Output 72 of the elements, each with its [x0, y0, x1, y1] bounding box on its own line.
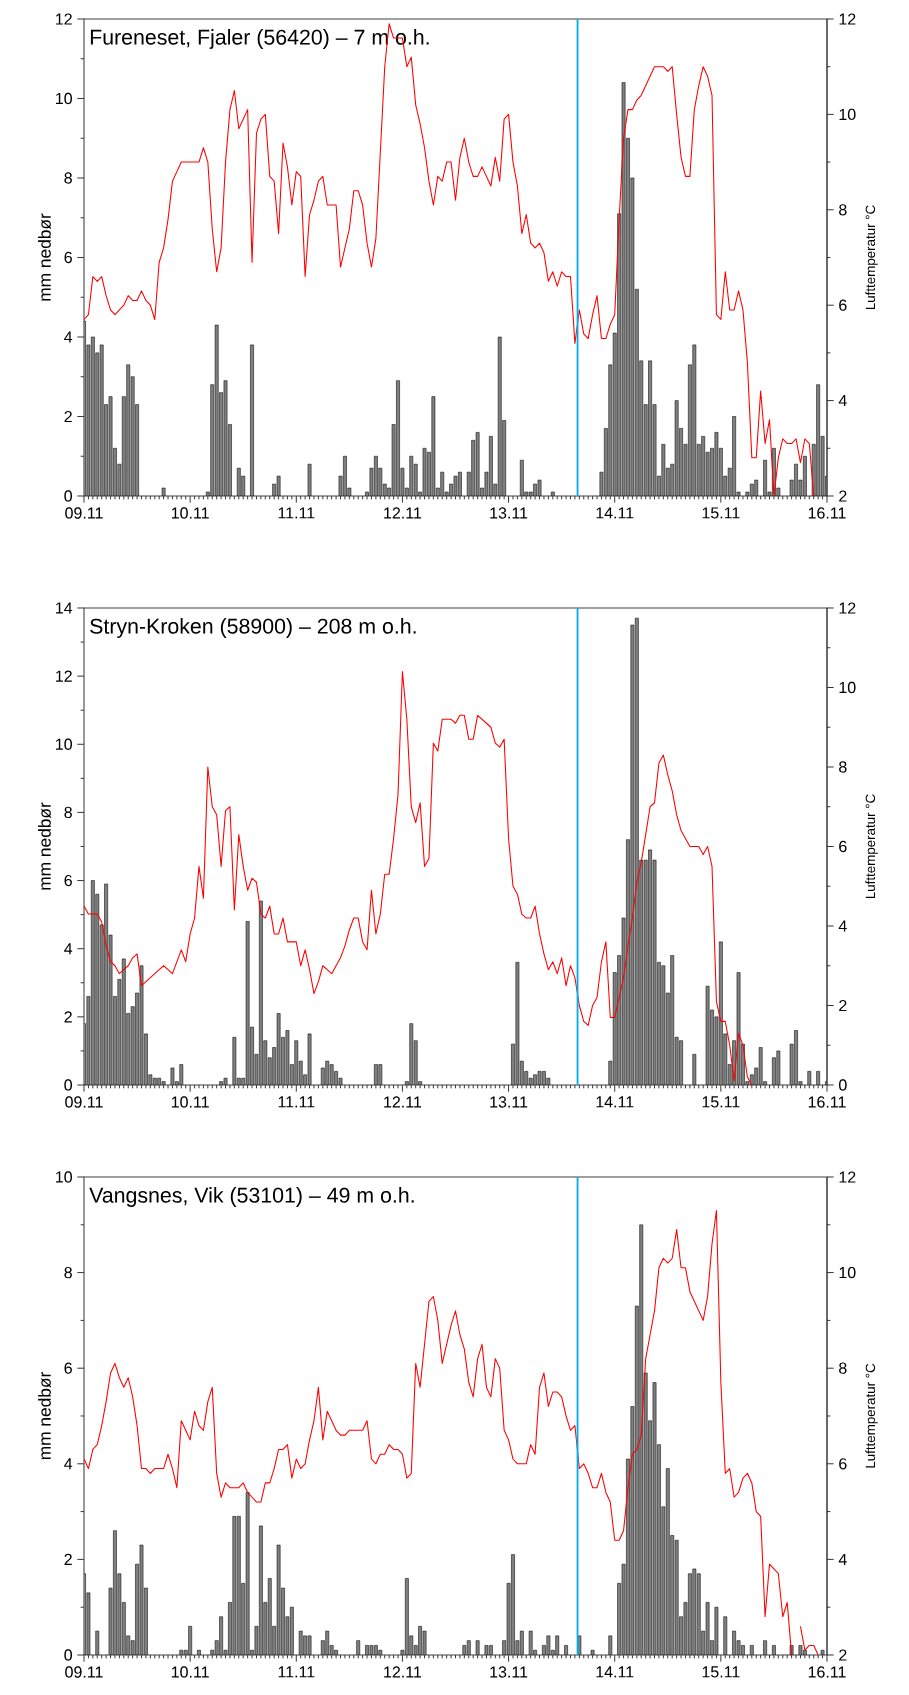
x-tick-label: 10.11	[171, 1666, 209, 1678]
y-tick-label: 14	[56, 602, 73, 614]
y-tick-label: 6	[64, 251, 72, 264]
y-tick-label: 2	[64, 1553, 72, 1565]
x-tick-label: 15.11	[702, 1666, 740, 1678]
x-tick-label: 12.11	[384, 1666, 422, 1678]
x-tick-label: 16.11	[808, 1666, 846, 1678]
x-tick-label: 11.11	[278, 1666, 315, 1678]
y2-tick-label: 4	[838, 1553, 847, 1565]
x-tick-label: 14.11	[596, 1096, 634, 1108]
x-tick-label: 13.11	[490, 1666, 528, 1678]
y2-tick-label: 10	[839, 108, 856, 121]
x-tick-label: 11.11	[278, 507, 315, 519]
y-tick-label: 10	[56, 738, 72, 750]
y2-tick-label: 12	[839, 13, 856, 25]
x-tick-label: 09.11	[65, 507, 103, 519]
x-tick-label: 12.11	[384, 507, 422, 519]
y2-tick-label: 12	[839, 602, 856, 614]
y2-tick-label: 2	[839, 490, 847, 502]
chart-title: Stryn-Kroken (58900) – 208 m o.h.	[90, 618, 416, 638]
y-axis-title: mm nedbør	[38, 802, 51, 890]
x-tick-label: 11.11	[278, 1096, 315, 1108]
y-axis-title: mm nedbør	[38, 213, 51, 301]
y2-axis-title: Lufttemperatur °C	[865, 794, 878, 899]
y2-tick-label: 0	[839, 1079, 847, 1091]
x-tick-label: 15.11	[702, 507, 740, 519]
y-tick-label: 8	[64, 806, 72, 819]
y2-tick-label: 10	[839, 681, 856, 694]
y2-tick-label: 8	[839, 1362, 847, 1374]
y-tick-label: 10	[56, 92, 72, 105]
y2-tick-label: 4	[838, 395, 847, 407]
y-tick-label: 4	[64, 943, 73, 955]
x-tick-label: 16.11	[808, 1096, 846, 1108]
x-tick-label: 10.11	[171, 1096, 209, 1108]
x-tick-label: 09.11	[65, 1096, 103, 1108]
y2-axis-title: Lufttemperatur °C	[865, 205, 878, 310]
y-tick-label: 8	[64, 172, 72, 184]
y-tick-label: 12	[56, 670, 72, 682]
y2-tick-label: 6	[839, 840, 847, 853]
x-tick-label: 14.11	[596, 507, 634, 519]
x-tick-label: 14.11	[596, 1666, 634, 1678]
x-tick-label: 13.11	[490, 1096, 528, 1108]
y2-tick-label: 8	[839, 204, 847, 216]
y-tick-label: 4	[64, 331, 73, 343]
y-tick-label: 6	[64, 1362, 72, 1374]
y2-tick-label: 8	[839, 761, 847, 773]
x-tick-label: 09.11	[65, 1666, 103, 1678]
y2-axis-title: Lufttemperatur °C	[865, 1363, 878, 1468]
chart-title: Vangsnes, Vik (53101) – 49 m o.h.	[89, 1187, 414, 1207]
y2-tick-label: 6	[839, 1458, 847, 1470]
x-tick-label: 16.11	[808, 507, 846, 519]
y-tick-label: 0	[64, 1649, 72, 1661]
y-tick-label: 0	[64, 490, 72, 502]
y2-tick-label: 6	[839, 299, 847, 311]
y2-tick-label: 12	[839, 1171, 856, 1183]
y2-tick-label: 2	[839, 999, 847, 1012]
y-tick-label: 6	[64, 874, 72, 887]
y-tick-label: 0	[64, 1079, 72, 1091]
x-tick-label: 15.11	[702, 1096, 740, 1108]
y-tick-label: 2	[64, 1011, 72, 1023]
y-tick-label: 2	[64, 410, 72, 423]
y-tick-label: 12	[56, 13, 72, 25]
y-axis-title: mm nedbør	[38, 1372, 51, 1460]
y2-tick-label: 4	[838, 920, 847, 932]
y2-tick-label: 2	[839, 1649, 847, 1661]
y-tick-label: 10	[56, 1171, 72, 1183]
y-tick-label: 4	[64, 1458, 73, 1470]
x-tick-label: 10.11	[171, 507, 209, 519]
x-tick-label: 12.11	[384, 1096, 422, 1108]
y2-tick-label: 10	[839, 1266, 856, 1279]
y-tick-label: 8	[64, 1266, 72, 1279]
x-tick-label: 13.11	[490, 507, 528, 519]
